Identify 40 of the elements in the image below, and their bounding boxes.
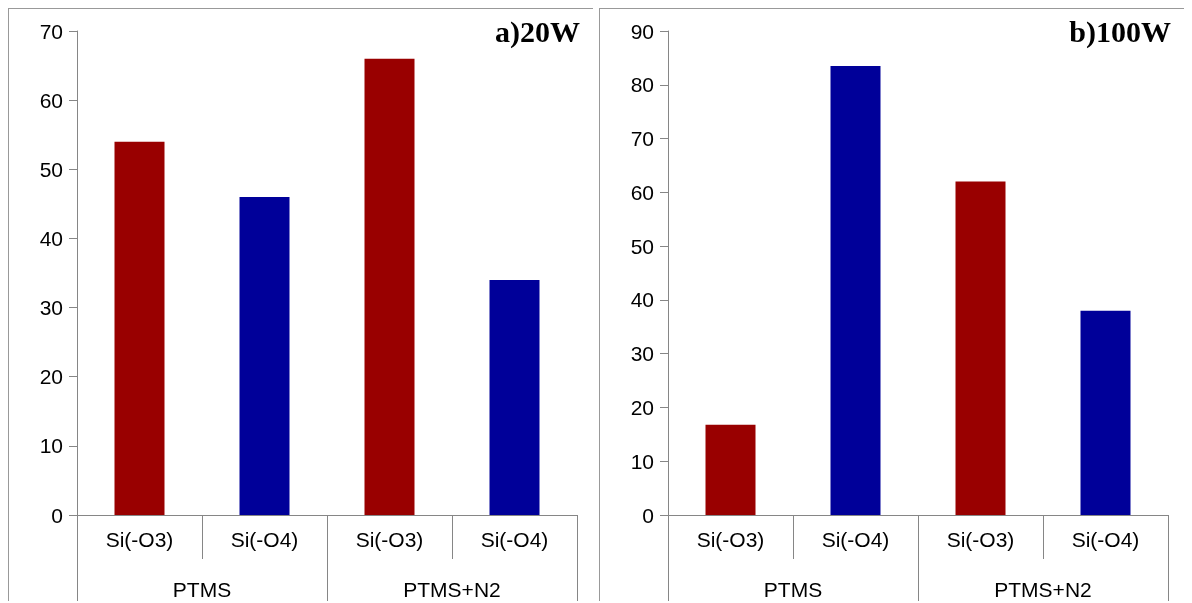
x-tick-label: Si(-O3) bbox=[946, 528, 1015, 551]
chart-title: b)100W bbox=[1069, 14, 1172, 49]
text: PTMS bbox=[172, 578, 232, 601]
bar bbox=[114, 141, 165, 515]
y-tick-label: 10 bbox=[630, 449, 654, 473]
x-tick-label: Si(-O4) bbox=[1071, 528, 1140, 551]
chart-title: a)20W bbox=[495, 14, 581, 49]
y-tick-label: 70 bbox=[630, 127, 654, 151]
y-tick-label: 20 bbox=[39, 365, 63, 389]
y-tick-label: 80 bbox=[630, 73, 654, 97]
y-tick-label: 70 bbox=[39, 19, 63, 43]
y-tick-label: 40 bbox=[39, 226, 63, 250]
y-tick-label: 0 bbox=[51, 503, 63, 527]
text: PTMS bbox=[763, 578, 823, 601]
y-tick-label: 90 bbox=[630, 19, 654, 43]
text: PTMS+N2 bbox=[403, 578, 501, 601]
y-tick-label: 10 bbox=[39, 434, 63, 458]
y-tick-label: 50 bbox=[39, 157, 63, 181]
bar bbox=[364, 58, 415, 515]
bar bbox=[1080, 310, 1131, 515]
bar bbox=[239, 196, 290, 515]
x-tick-label: Si(-O3) bbox=[105, 528, 174, 551]
y-tick-label: 30 bbox=[630, 342, 654, 366]
y-tick-label: 50 bbox=[630, 234, 654, 258]
bar bbox=[705, 424, 756, 515]
y-tick-label: 20 bbox=[630, 395, 654, 419]
text: PTMS+N2 bbox=[994, 578, 1092, 601]
bar bbox=[955, 181, 1006, 515]
x-tick-label: Si(-O4) bbox=[821, 528, 890, 551]
y-tick-label: 60 bbox=[630, 180, 654, 204]
x-tick-label: Si(-O4) bbox=[480, 528, 549, 551]
y-tick-label: 30 bbox=[39, 296, 63, 320]
x-tick-label: Si(-O3) bbox=[355, 528, 424, 551]
bar bbox=[830, 65, 881, 515]
x-tick-label: Si(-O3) bbox=[696, 528, 765, 551]
y-tick-label: 60 bbox=[39, 88, 63, 112]
x-tick-label: Si(-O4) bbox=[230, 528, 299, 551]
y-tick-label: 0 bbox=[642, 503, 654, 527]
y-tick-label: 40 bbox=[630, 288, 654, 312]
bar bbox=[489, 279, 540, 515]
